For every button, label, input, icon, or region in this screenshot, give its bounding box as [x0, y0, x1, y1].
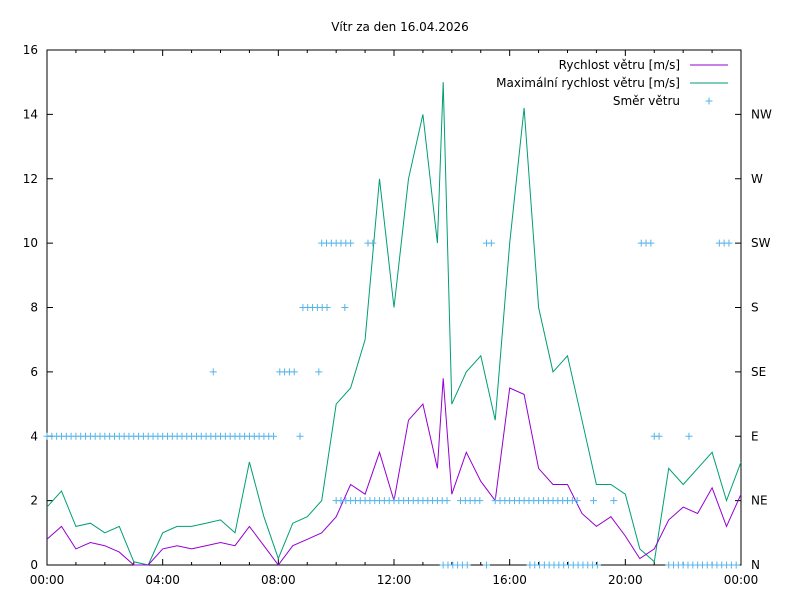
y2-tick-label: N	[751, 558, 760, 572]
direction-point	[655, 432, 663, 440]
x-tick-label: 12:00	[377, 573, 412, 587]
direction-point	[270, 432, 278, 440]
y-tick-label: 8	[30, 301, 38, 315]
chart-title: Vítr za den 16.04.2026	[331, 20, 469, 34]
direction-point	[647, 239, 655, 247]
y-tick-label: 12	[23, 172, 38, 186]
legend-label: Směr větru	[613, 94, 680, 108]
y2-tick-label: SE	[751, 365, 766, 379]
direction-point	[487, 239, 495, 247]
direction-point	[347, 239, 355, 247]
series-line	[46, 378, 742, 566]
y2-tick-label: NE	[751, 494, 768, 508]
direction-point	[476, 497, 484, 505]
legend-label: Rychlost větru [m/s]	[559, 58, 680, 72]
x-tick-label: 00:00	[724, 573, 759, 587]
y2-tick-label: NW	[751, 107, 772, 121]
direction-point	[296, 432, 304, 440]
direction-point	[341, 304, 349, 311]
direction-point	[443, 497, 451, 505]
y2-tick-label: S	[751, 301, 759, 315]
legend-swatch	[705, 97, 713, 105]
y-tick-label: 6	[30, 365, 38, 379]
y2-tick-label: W	[751, 172, 763, 186]
y2-tick-label: SW	[751, 236, 771, 250]
direction-point	[685, 432, 693, 440]
x-tick-label: 08:00	[261, 573, 296, 587]
x-tick-label: 20:00	[608, 573, 643, 587]
y2-tick-label: E	[751, 429, 759, 443]
direction-point	[610, 497, 618, 505]
direction-point	[290, 368, 298, 376]
direction-point	[463, 561, 471, 569]
y-tick-label: 0	[30, 558, 38, 572]
direction-point	[590, 497, 598, 505]
y-tick-label: 10	[23, 236, 38, 250]
direction-point	[369, 239, 377, 247]
direction-point	[593, 561, 601, 569]
legend-label: Maximální rychlost větru [m/s]	[496, 76, 680, 90]
x-tick-label: 00:00	[30, 573, 65, 587]
direction-point	[323, 304, 331, 311]
legend: Rychlost větru [m/s] Maximální rychlost v…	[496, 58, 728, 108]
direction-point	[315, 368, 323, 376]
direction-point	[483, 561, 491, 569]
x-tick-label: 04:00	[145, 573, 180, 587]
y-tick-label: 16	[23, 43, 38, 57]
x-tick-label: 16:00	[492, 573, 527, 587]
direction-point	[725, 239, 733, 247]
y-tick-label: 2	[30, 494, 38, 508]
direction-point	[573, 497, 581, 505]
direction-point	[732, 561, 740, 569]
y-tick-label: 4	[30, 429, 38, 443]
series-line	[46, 82, 742, 566]
direction-point	[209, 368, 217, 376]
y-tick-label: 14	[23, 107, 38, 121]
